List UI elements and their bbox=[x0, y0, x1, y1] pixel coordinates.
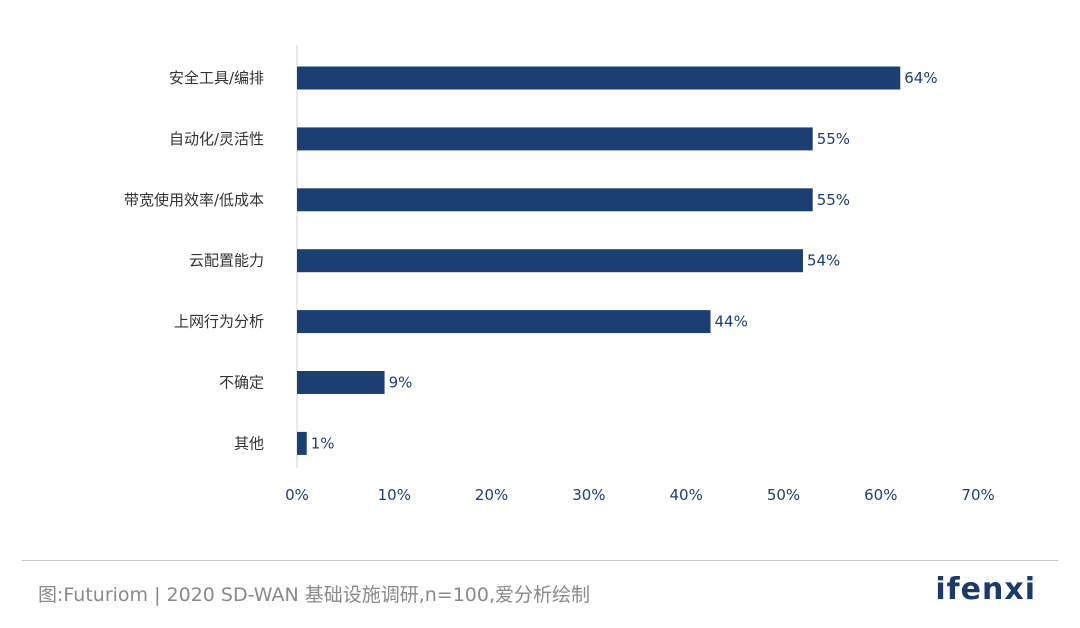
x-tick-label: 60% bbox=[864, 486, 897, 504]
bar-chart: 安全工具/编排 64% 自动化/灵活性 55% 带宽使用效率/低成本 55% 云配置能力 54… bbox=[124, 45, 995, 504]
category-label: 安全工具/编排 bbox=[169, 69, 264, 87]
value-label: 9% bbox=[389, 374, 413, 392]
value-label: 1% bbox=[311, 434, 335, 452]
value-label: 55% bbox=[817, 130, 850, 148]
bar bbox=[297, 66, 901, 90]
value-label: 54% bbox=[807, 252, 840, 270]
value-label: 44% bbox=[715, 313, 748, 331]
category-label: 自动化/灵活性 bbox=[169, 130, 264, 148]
bar bbox=[297, 431, 307, 455]
category-label: 云配置能力 bbox=[189, 252, 264, 270]
category-label: 不确定 bbox=[219, 374, 264, 392]
bar bbox=[297, 249, 803, 273]
x-tick-label: 70% bbox=[961, 486, 994, 504]
bar bbox=[297, 371, 385, 394]
category-label: 其他 bbox=[234, 434, 264, 452]
x-tick-label: 20% bbox=[475, 486, 508, 504]
brand-logo: ifenxi bbox=[935, 572, 1036, 607]
bar bbox=[297, 127, 813, 151]
footer-divider bbox=[22, 560, 1058, 561]
bar bbox=[297, 310, 711, 334]
x-tick-label: 30% bbox=[572, 486, 605, 504]
bar bbox=[297, 188, 813, 212]
source-caption: 图:Futuriom | 2020 SD-WAN 基础设施调研,n=100,爱分… bbox=[38, 584, 591, 606]
x-tick-label: 0% bbox=[285, 486, 309, 504]
category-label: 带宽使用效率/低成本 bbox=[124, 191, 264, 209]
x-tick-label: 40% bbox=[670, 486, 703, 504]
value-label: 64% bbox=[904, 69, 937, 87]
category-label: 上网行为分析 bbox=[174, 313, 264, 331]
x-tick-label: 50% bbox=[767, 486, 800, 504]
value-label: 55% bbox=[817, 191, 850, 209]
x-tick-label: 10% bbox=[378, 486, 411, 504]
